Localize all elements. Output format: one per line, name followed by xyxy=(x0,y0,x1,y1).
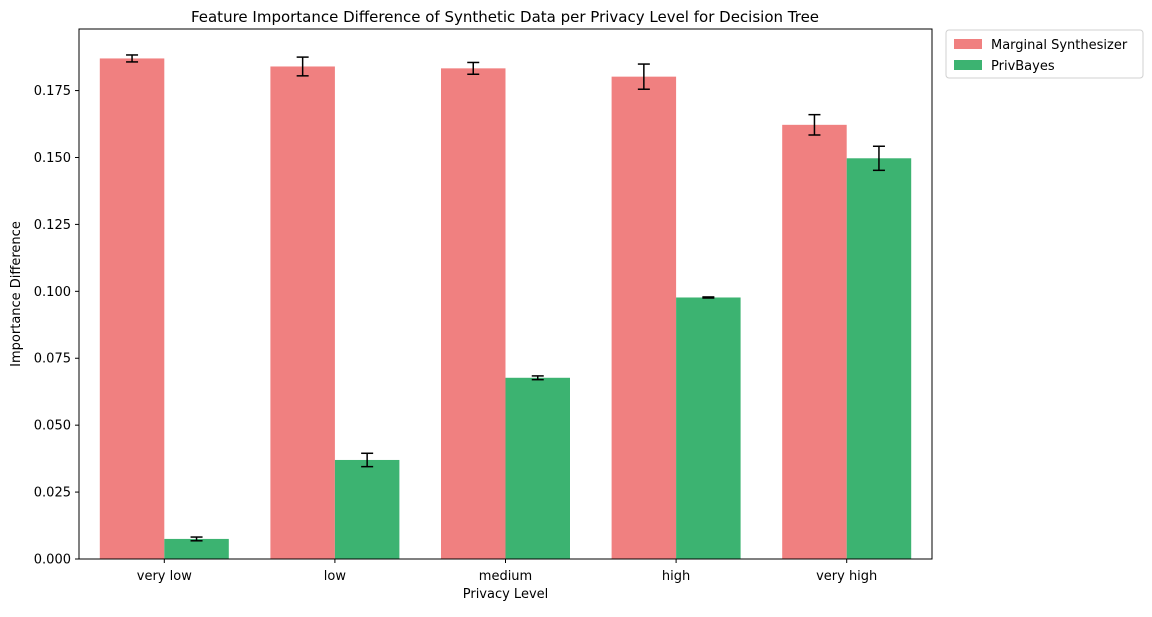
legend-label: PrivBayes xyxy=(991,59,1055,74)
bar-marginal-synthesizer xyxy=(270,66,335,560)
bar-marginal-synthesizer xyxy=(782,124,847,560)
error-bar xyxy=(808,113,821,136)
y-axis-label: Importance Difference xyxy=(9,221,24,367)
y-tick-label: 0.100 xyxy=(34,285,71,300)
bar-marginal-synthesizer xyxy=(441,68,506,560)
plot-area xyxy=(99,54,912,560)
y-tick-label: 0.025 xyxy=(34,486,71,501)
error-bar xyxy=(702,296,715,299)
bar-privbayes xyxy=(164,538,229,559)
error-bar xyxy=(190,536,203,542)
y-tick-label: 0.075 xyxy=(34,352,71,367)
x-axis: very low low medium high very high xyxy=(137,559,877,584)
x-tick-label: very high xyxy=(816,569,877,584)
chart-title: Feature Importance Difference of Synthet… xyxy=(191,8,819,26)
bar-privbayes xyxy=(334,459,400,559)
legend-box xyxy=(945,29,1144,79)
x-tick-label: low xyxy=(324,569,347,584)
x-tick-label: medium xyxy=(479,569,532,584)
x-tick-label: high xyxy=(662,569,690,584)
error-bar xyxy=(296,56,309,77)
y-axis: 0.000 0.025 0.050 0.075 0.100 0.125 0.150 0.175 xyxy=(34,84,79,568)
bar-marginal-synthesizer xyxy=(611,76,677,560)
legend: Marginal Synthesizer PrivBayes xyxy=(945,29,1144,79)
error-bar xyxy=(361,452,374,468)
bar-marginal-synthesizer xyxy=(99,58,165,559)
y-tick-label: 0.050 xyxy=(34,419,71,434)
legend-label: Marginal Synthesizer xyxy=(991,38,1128,53)
y-tick-label: 0.175 xyxy=(34,84,71,99)
bar-privbayes xyxy=(676,297,741,559)
error-bar xyxy=(467,61,480,75)
bar-privbayes xyxy=(505,377,570,559)
bar-privbayes xyxy=(846,158,912,559)
legend-swatch xyxy=(954,39,982,49)
y-tick-label: 0.125 xyxy=(34,218,71,233)
y-tick-label: 0.000 xyxy=(34,553,71,568)
error-bar xyxy=(637,63,650,90)
x-tick-label: very low xyxy=(137,569,192,584)
error-bar xyxy=(126,54,139,63)
x-axis-label: Privacy Level xyxy=(463,587,549,602)
error-bar xyxy=(872,145,885,172)
legend-swatch xyxy=(954,60,982,70)
y-tick-label: 0.150 xyxy=(34,151,71,166)
error-bar xyxy=(531,375,544,381)
